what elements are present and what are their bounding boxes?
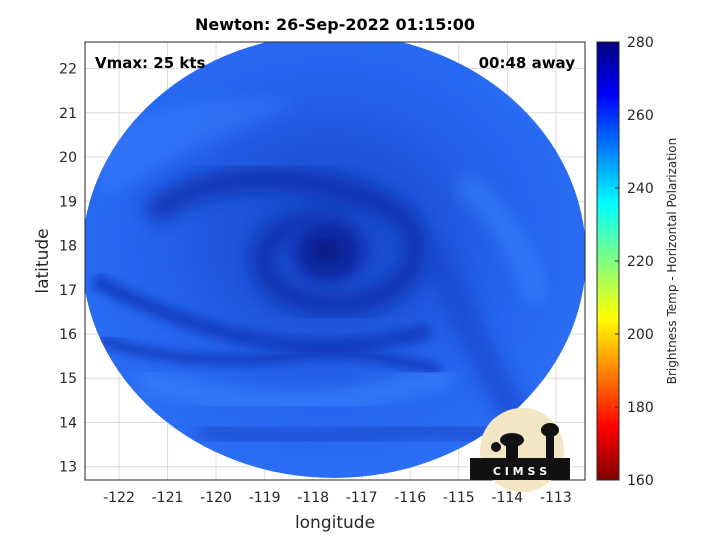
y-tick-label: 19 [59,194,77,210]
logo-text: C I M S S [493,465,547,478]
x-tick-label: -116 [394,490,426,506]
x-tick-label: -113 [540,490,572,506]
colorbar-tick-labels: 280 260 240 220 200 180 160 [615,35,654,489]
x-tick-label: -122 [103,490,135,506]
y-tick-label: 21 [59,106,77,122]
map-axes-frame [84,41,586,481]
cimss-logo: C I M S S [470,408,570,492]
x-tick-label: -117 [346,490,378,506]
x-tick-label: -118 [297,490,329,506]
y-tick-label: 13 [59,460,77,476]
colorbar-tick-label: 220 [627,254,654,270]
x-tick-label: -115 [443,490,475,506]
y-axis-label: latitude [33,228,53,293]
colorbar-tick-label: 280 [627,35,654,51]
y-tick-label: 14 [59,415,77,431]
x-axis-label: longitude [295,513,375,533]
x-tick-label: -120 [200,490,232,506]
brightness-swath [85,42,585,478]
y-tick-label: 20 [59,150,77,166]
x-tick-label: -119 [249,490,281,506]
time-away-label: 00:48 away [479,54,576,72]
map-title: Newton: 26-Sep-2022 01:15:00 [195,15,475,34]
y-tick-labels: 22 21 20 19 18 17 16 15 14 13 [59,62,77,476]
x-tick-labels: -122 -121 -120 -119 -118 -117 -116 -115 -114 -113 [103,490,572,506]
colorbar-tick-label: 160 [627,473,654,489]
x-tick-label: -121 [152,490,184,506]
y-tick-label: 17 [59,283,77,299]
vmax-label: Vmax: 25 kts [95,54,205,72]
colorbar-tick-label: 240 [627,181,654,197]
colorbar-tick-label: 260 [627,108,654,124]
x-tick-label: -114 [491,490,523,506]
y-tick-label: 15 [59,371,77,387]
colorbar-label: Brightness Temp - Horizontal Polarizatio… [665,138,679,385]
colorbar-tick-label: 200 [627,327,654,343]
y-tick-label: 18 [59,239,77,255]
colorbar-tick-label: 180 [627,400,654,416]
y-tick-label: 22 [59,62,77,78]
y-tick-label: 16 [59,327,77,343]
